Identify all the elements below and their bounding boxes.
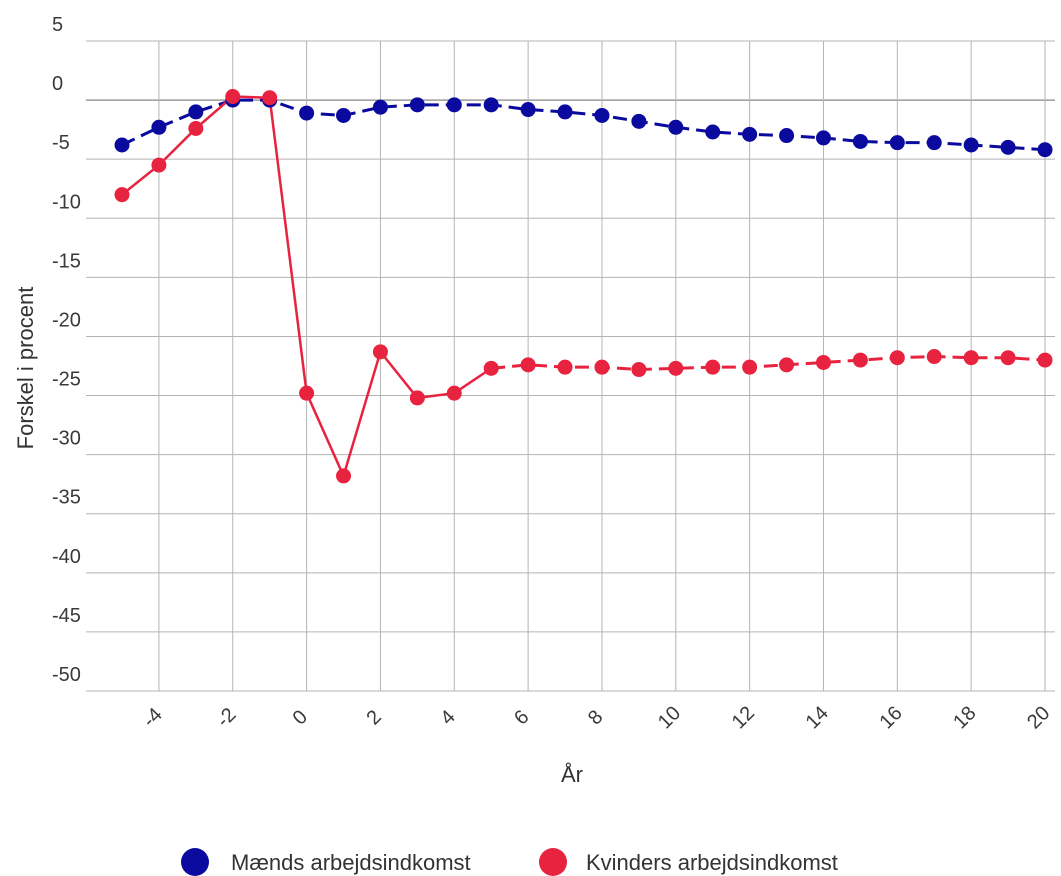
data-point-kvinder[interactable]: [631, 362, 647, 378]
data-point-kvinder[interactable]: [225, 89, 241, 105]
data-point-kvinder[interactable]: [668, 360, 684, 376]
data-point-maend[interactable]: [446, 97, 462, 113]
legend-item-kvinder[interactable]: Kvinders arbejdsindkomst: [539, 848, 838, 876]
data-point-kvinder[interactable]: [336, 468, 352, 484]
data-point-kvinder[interactable]: [557, 359, 573, 375]
x-tick-label: 0: [289, 706, 312, 729]
legend-swatch-maend: [181, 848, 209, 876]
data-point-maend[interactable]: [409, 97, 425, 113]
data-point-maend[interactable]: [336, 107, 352, 123]
data-point-maend[interactable]: [151, 119, 167, 135]
data-point-kvinder[interactable]: [1037, 352, 1053, 368]
y-tick-label: -30: [52, 428, 81, 450]
x-tick-label: 12: [728, 702, 759, 733]
data-point-maend[interactable]: [779, 128, 795, 144]
legend-item-maend[interactable]: Mænds arbejdsindkomst: [181, 848, 471, 876]
x-axis-title: År: [561, 762, 583, 787]
y-tick-label: -35: [52, 487, 81, 509]
data-point-maend[interactable]: [889, 135, 905, 151]
y-tick-label: -20: [52, 309, 81, 331]
legend: Mænds arbejdsindkomst Kvinders arbejdsin…: [181, 848, 838, 876]
data-point-kvinder[interactable]: [779, 357, 795, 373]
x-tick-label: 18: [949, 702, 980, 733]
y-tick-label: -40: [52, 546, 81, 568]
data-point-maend[interactable]: [668, 119, 684, 135]
y-tick-label: 0: [52, 73, 63, 95]
data-point-kvinder[interactable]: [446, 385, 462, 401]
y-axis-title: Forskel i procent: [13, 287, 38, 450]
legend-label-maend: Mænds arbejdsindkomst: [231, 850, 471, 875]
x-tick-label: 20: [1023, 702, 1054, 733]
y-tick-label: 5: [52, 14, 63, 36]
data-point-kvinder[interactable]: [963, 350, 979, 366]
data-point-kvinder[interactable]: [299, 385, 315, 401]
data-point-kvinder[interactable]: [409, 390, 425, 406]
data-point-maend[interactable]: [742, 126, 758, 142]
y-tick-label: -5: [52, 132, 70, 154]
data-point-kvinder[interactable]: [889, 350, 905, 366]
data-point-maend[interactable]: [852, 133, 868, 149]
data-point-maend[interactable]: [1037, 142, 1053, 158]
data-point-maend[interactable]: [114, 137, 130, 153]
data-point-maend[interactable]: [705, 124, 721, 140]
data-point-maend[interactable]: [372, 99, 388, 115]
data-point-kvinder[interactable]: [372, 344, 388, 360]
series-line-maend: [121, 98, 1046, 152]
data-point-kvinder[interactable]: [705, 359, 721, 375]
data-point-maend[interactable]: [926, 135, 942, 151]
x-tick-label: 16: [875, 702, 906, 733]
x-tick-label: 4: [436, 706, 459, 729]
y-tick-label: -45: [52, 605, 81, 627]
data-point-kvinder[interactable]: [742, 359, 758, 375]
series-points: [114, 89, 1053, 484]
data-point-maend[interactable]: [594, 107, 610, 123]
data-point-maend[interactable]: [483, 97, 499, 113]
data-point-maend[interactable]: [1000, 139, 1016, 155]
x-tick-label: -2: [212, 704, 240, 732]
series-line-kvinder-dashed: [491, 355, 1046, 372]
y-tick-label: -15: [52, 250, 81, 272]
data-point-maend[interactable]: [631, 113, 647, 129]
x-tick-label: 14: [802, 702, 833, 733]
x-tick-label: 8: [584, 706, 607, 729]
y-tick-label: -25: [52, 369, 81, 391]
data-point-kvinder[interactable]: [852, 352, 868, 368]
y-tick-label: -10: [52, 191, 81, 213]
data-point-kvinder[interactable]: [114, 187, 130, 203]
legend-swatch-kvinder: [539, 848, 567, 876]
data-point-maend[interactable]: [815, 130, 831, 146]
data-point-kvinder[interactable]: [594, 359, 610, 375]
data-point-kvinder[interactable]: [151, 157, 167, 173]
data-point-kvinder[interactable]: [188, 120, 204, 136]
data-point-kvinder[interactable]: [926, 349, 942, 365]
data-point-kvinder[interactable]: [520, 357, 536, 373]
data-point-maend[interactable]: [188, 104, 204, 120]
data-point-maend[interactable]: [299, 105, 315, 121]
legend-label-kvinder: Kvinders arbejdsindkomst: [586, 850, 838, 875]
x-axis-ticks: -4 -2 0 2 4 6 8 10 12 14 16 18 20: [139, 702, 1055, 733]
data-point-kvinder[interactable]: [815, 354, 831, 370]
y-tick-label: -50: [52, 664, 81, 686]
data-point-maend[interactable]: [963, 137, 979, 153]
series-lines: [121, 95, 1046, 480]
y-axis-ticks: 5 0 -5 -10 -15 -20 -25 -30 -35 -40 -45 -50: [52, 14, 81, 686]
data-point-maend[interactable]: [557, 104, 573, 120]
data-point-kvinder[interactable]: [483, 360, 499, 376]
x-tick-label: -4: [139, 704, 167, 732]
x-tick-label: 2: [362, 706, 385, 729]
data-point-maend[interactable]: [520, 102, 536, 118]
x-tick-label: 10: [654, 702, 685, 733]
data-point-kvinder[interactable]: [262, 90, 278, 106]
x-tick-label: 6: [510, 706, 533, 729]
data-point-kvinder[interactable]: [1000, 350, 1016, 366]
